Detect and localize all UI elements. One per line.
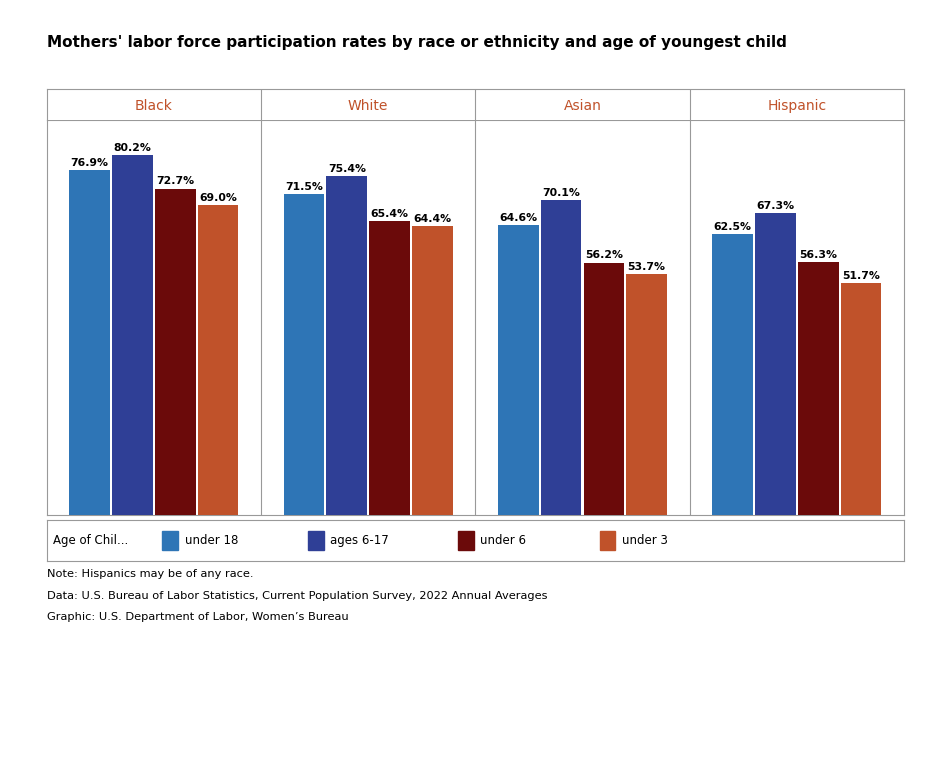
- Bar: [112, 155, 153, 515]
- Bar: [755, 213, 796, 515]
- Bar: [283, 194, 324, 515]
- Text: Graphic: U.S. Department of Labor, Women’s Bureau: Graphic: U.S. Department of Labor, Women…: [47, 612, 349, 622]
- Text: 56.2%: 56.2%: [585, 250, 623, 260]
- Text: Note: Hispanics may be of any race.: Note: Hispanics may be of any race.: [47, 569, 254, 579]
- Text: under 6: under 6: [481, 534, 527, 547]
- Text: 51.7%: 51.7%: [843, 271, 880, 280]
- Text: 71.5%: 71.5%: [285, 182, 322, 192]
- Text: Black: Black: [135, 99, 172, 113]
- Text: under 18: under 18: [185, 534, 238, 547]
- Text: 64.4%: 64.4%: [413, 214, 451, 224]
- Bar: [69, 170, 110, 515]
- Text: under 3: under 3: [622, 534, 668, 547]
- Text: 65.4%: 65.4%: [371, 209, 408, 219]
- Text: 53.7%: 53.7%: [627, 262, 665, 272]
- Text: 75.4%: 75.4%: [328, 164, 365, 174]
- Bar: [155, 189, 196, 515]
- Text: 80.2%: 80.2%: [114, 142, 151, 152]
- Text: 67.3%: 67.3%: [757, 200, 795, 211]
- Text: Age of Chil...: Age of Chil...: [53, 534, 129, 547]
- Text: Mothers' labor force participation rates by race or ethnicity and age of younges: Mothers' labor force participation rates…: [47, 35, 787, 50]
- Bar: [412, 226, 453, 515]
- Bar: [599, 532, 615, 550]
- Bar: [459, 532, 473, 550]
- Bar: [369, 221, 410, 515]
- Text: Data: U.S. Bureau of Labor Statistics, Current Population Survey, 2022 Annual Av: Data: U.S. Bureau of Labor Statistics, C…: [47, 591, 547, 601]
- Text: 62.5%: 62.5%: [714, 222, 752, 232]
- Bar: [712, 235, 753, 515]
- Text: 70.1%: 70.1%: [542, 188, 580, 198]
- Text: Asian: Asian: [564, 99, 601, 113]
- Text: White: White: [348, 99, 389, 113]
- Bar: [498, 225, 539, 515]
- Bar: [326, 176, 367, 515]
- Text: 56.3%: 56.3%: [800, 250, 837, 260]
- Text: 76.9%: 76.9%: [71, 158, 109, 167]
- Bar: [198, 205, 239, 515]
- Bar: [626, 274, 667, 515]
- Text: ages 6-17: ages 6-17: [331, 534, 390, 547]
- Text: 64.6%: 64.6%: [500, 213, 538, 223]
- Text: 72.7%: 72.7%: [156, 176, 194, 187]
- Bar: [583, 262, 624, 515]
- Bar: [541, 200, 582, 515]
- Bar: [798, 262, 839, 515]
- Bar: [162, 532, 178, 550]
- Text: Hispanic: Hispanic: [767, 99, 827, 113]
- Bar: [308, 532, 323, 550]
- Bar: [841, 283, 882, 515]
- Text: 69.0%: 69.0%: [199, 193, 237, 203]
